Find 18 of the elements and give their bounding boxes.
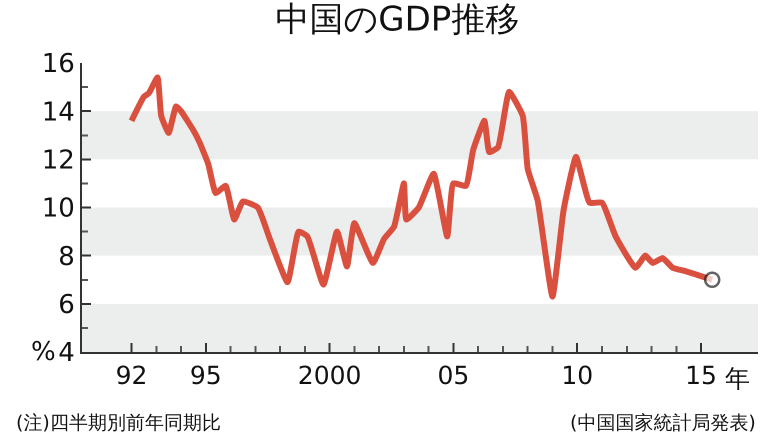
text: (注)四半期別前年同期比 [16, 412, 221, 434]
y-tick-label: 14 [42, 97, 75, 128]
y-tick-label: 16 [42, 49, 75, 80]
y-tick-label: 6 [58, 290, 75, 320]
y-tick-label: 4 [58, 338, 75, 368]
x-axis-title: 年 [725, 364, 750, 393]
x-tick-label: 95 [190, 361, 222, 390]
y-axis-title: % [31, 337, 56, 367]
x-tick-label: 15 [685, 361, 717, 390]
text: (中国国家統計局発表) [570, 412, 756, 434]
y-tick-label: 12 [42, 145, 75, 176]
y-tick-label: 8 [58, 242, 75, 272]
x-tick-label: 92 [116, 361, 148, 390]
chart-title: 中国のGDP推移 [275, 0, 520, 40]
x-tick-label: 05 [438, 361, 470, 390]
x-tick-label: 10 [561, 361, 594, 390]
x-tick-label: 2000 [298, 361, 362, 390]
y-tick-label: 10 [42, 194, 75, 224]
